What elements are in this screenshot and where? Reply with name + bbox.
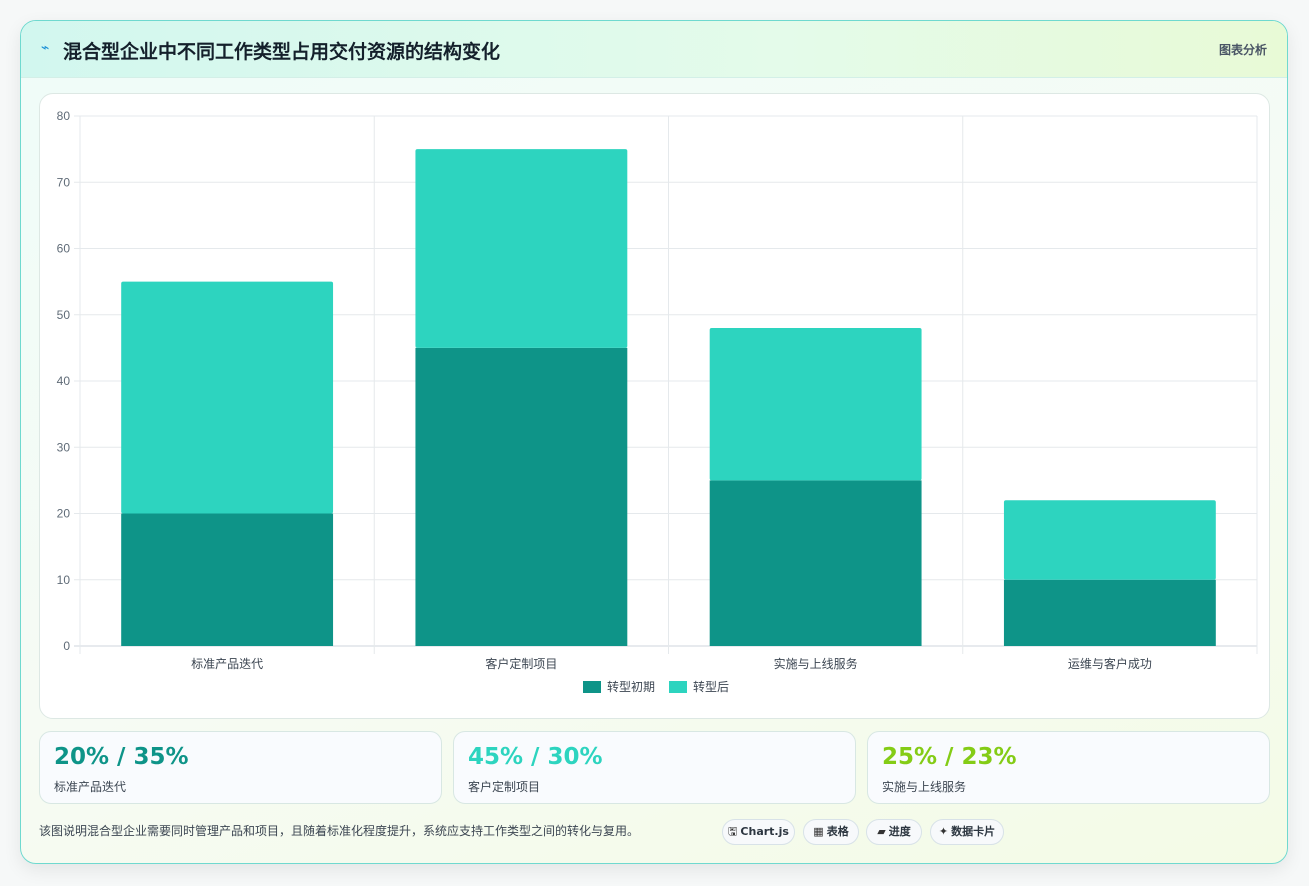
x-tick-label: 客户定制项目 — [485, 656, 557, 671]
stat-label: 标准产品迭代 — [54, 780, 127, 794]
x-tick-label: 实施与上线服务 — [774, 656, 858, 671]
legend-label: 转型后 — [693, 679, 729, 694]
chip-chartjs[interactable]: 🖫 Chart.js — [722, 819, 795, 845]
legend-swatch — [583, 681, 601, 693]
bar-segment — [1003, 579, 1216, 646]
sparkle-icon: ✦ — [938, 825, 949, 838]
bar-segment — [709, 480, 922, 646]
chip-progress[interactable]: ▰ 进度 — [866, 819, 922, 845]
stat-card-custom-project: 45% / 30% 客户定制项目 — [453, 731, 856, 804]
chip-table[interactable]: ▦ 表格 — [803, 819, 859, 845]
y-tick-label: 10 — [57, 573, 71, 587]
y-tick-label: 70 — [57, 175, 71, 189]
chip-data-card[interactable]: ✦ 数据卡片 — [930, 819, 1004, 845]
stacked-bar-chart: 0 10 20 30 40 50 60 70 80 标准产品迭代 客户定制项目 实施与上线服务 运维与客… — [57, 109, 1258, 694]
table-icon: ▦ — [813, 825, 824, 838]
chart-title: 混合型企业中不同工作类型占用交付资源的结构变化 — [63, 41, 501, 63]
save-icon: 🖫 — [728, 825, 738, 838]
chip-label: 表格 — [826, 825, 849, 838]
chip-label: 数据卡片 — [951, 825, 996, 838]
progress-icon: ▰ — [877, 825, 886, 838]
x-tick-label: 标准产品迭代 — [191, 657, 263, 671]
chart-analysis-link[interactable]: 图表分析 — [1218, 43, 1267, 57]
stat-value: 25% / 23% — [882, 744, 1017, 770]
bar-segment — [415, 347, 628, 646]
stat-value: 45% / 30% — [468, 744, 603, 770]
x-tick-label: 运维与客户成功 — [1068, 656, 1152, 671]
y-tick-label: 60 — [57, 242, 71, 256]
card-header: ⌁ 混合型企业中不同工作类型占用交付资源的结构变化 图表分析 — [21, 21, 1287, 78]
bar-segment — [709, 328, 922, 481]
chart-panel: 0 10 20 30 40 50 60 70 80 标准产品迭代 客户定制项目 实施与上线服务 运维与客… — [39, 93, 1270, 719]
stat-value: 20% / 35% — [54, 744, 189, 770]
y-tick-label: 20 — [57, 507, 71, 521]
chart-card: ⌁ 混合型企业中不同工作类型占用交付资源的结构变化 图表分析 0 10 20 30 40… — [20, 20, 1288, 864]
legend-swatch — [669, 681, 687, 693]
bar-segment — [121, 281, 334, 514]
bar-segment — [415, 149, 628, 348]
y-tick-label: 30 — [57, 440, 71, 454]
chart-footnote: 该图说明混合型企业需要同时管理产品和项目，且随着标准化程度提升，系统应支持工作类… — [39, 824, 640, 838]
bar-segment — [121, 513, 334, 646]
stat-card-standard-product: 20% / 35% 标准产品迭代 — [39, 731, 442, 804]
stat-card-implementation: 25% / 23% 实施与上线服务 — [867, 731, 1270, 804]
chip-label: Chart.js — [740, 825, 789, 838]
y-tick-label: 50 — [57, 308, 71, 322]
chip-label: 进度 — [888, 825, 911, 838]
stat-label: 实施与上线服务 — [882, 780, 967, 794]
bar-segment — [1003, 500, 1216, 580]
legend-label: 转型初期 — [607, 679, 655, 694]
y-tick-label: 80 — [57, 109, 71, 123]
y-tick-label: 40 — [57, 374, 71, 388]
y-tick-label: 0 — [63, 639, 70, 653]
stat-label: 客户定制项目 — [468, 780, 541, 794]
zap-icon: ⌁ — [41, 40, 50, 56]
